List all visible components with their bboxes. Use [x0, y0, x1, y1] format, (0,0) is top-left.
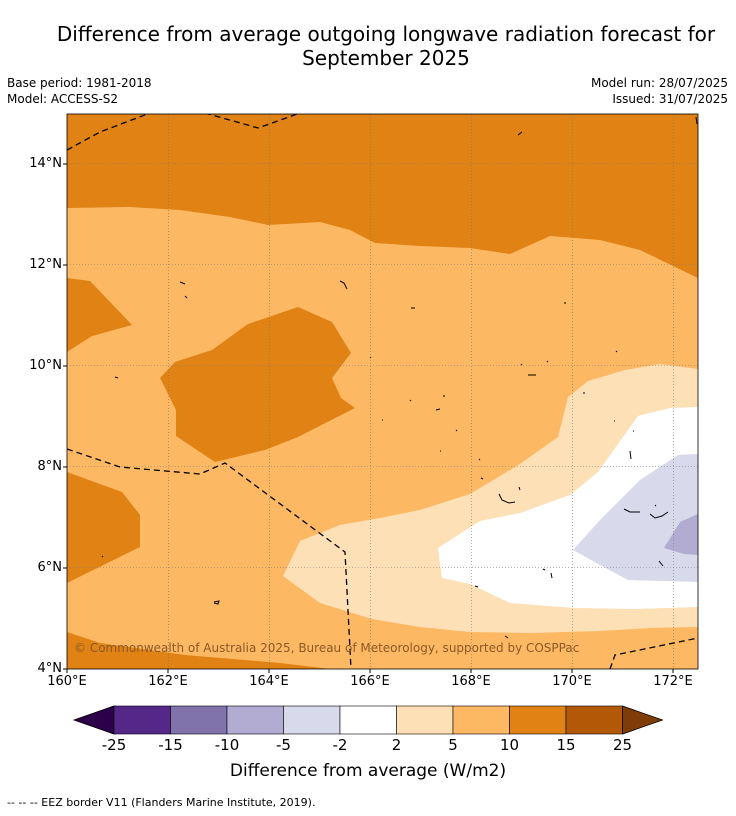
- colorbar-swatch: [396, 705, 454, 735]
- field-10-15-west-upper: [67, 278, 132, 352]
- lon-tick-label: 168°E: [451, 674, 491, 689]
- colorbar-tick-label: -5: [276, 736, 291, 754]
- lon-tick-label: 160°E: [47, 674, 87, 689]
- field-neg2-neg5: [573, 454, 698, 582]
- axis-ticks: [63, 163, 674, 673]
- lat-tick-label: 12°N: [29, 257, 62, 272]
- colorbar-tick-label: 5: [448, 736, 458, 754]
- field-10-15-north: [67, 114, 698, 278]
- lon-tick-label: 170°E: [552, 674, 592, 689]
- colorbar: [72, 705, 664, 735]
- model-run: Model run: 28/07/2025: [590, 76, 728, 90]
- colorbar-swatch: [113, 705, 171, 735]
- meta-right: Model run: 28/07/2025 Issued: 31/07/2025: [591, 75, 728, 107]
- eez-borders: [67, 114, 698, 669]
- field-10-15-west-lower: [67, 472, 140, 583]
- chart-title: Difference from average outgoing longwav…: [0, 22, 736, 70]
- colorbar-tick-label: 25: [612, 736, 633, 754]
- colorbar-min-extension: [72, 705, 115, 735]
- colorbar-swatch: [339, 705, 397, 735]
- field-10-15-south: [67, 632, 330, 669]
- lat-tick-label: 8°N: [37, 459, 63, 474]
- colorbar-tick-label: -2: [332, 736, 348, 754]
- colorbar-tick-label: -10: [214, 736, 240, 754]
- eez-footnote: -- -- -- EEZ border V11 (Flanders Marine…: [7, 796, 316, 809]
- colorbar-tick-label: 10: [499, 736, 520, 754]
- copyright-notice: © Commonwealth of Australia 2025, Bureau…: [74, 641, 580, 655]
- field-10-15-central: [160, 307, 355, 462]
- map-plot-area: [67, 114, 698, 669]
- lat-tick-label: 4°N: [37, 661, 63, 676]
- issued-date: Issued: 31/07/2025: [612, 92, 728, 106]
- lon-tick-label: 172°E: [653, 674, 693, 689]
- colorbar-swatch: [509, 705, 567, 735]
- colorbar-swatch: [452, 705, 510, 735]
- map-frame: [66, 113, 699, 670]
- colorbar-title: Difference from average (W/m2): [229, 761, 507, 781]
- colorbar-swatch: [170, 705, 228, 735]
- colorbar-tick-label: 2: [391, 736, 402, 754]
- lat-tick-label: 6°N: [37, 560, 63, 575]
- colorbar-swatch: [565, 705, 623, 735]
- lat-tick-label: 10°N: [29, 358, 62, 373]
- field-neg5-neg10: [664, 514, 698, 555]
- title-line-2: September 2025: [302, 46, 470, 70]
- title-line-1: Difference from average outgoing longwav…: [56, 22, 716, 46]
- model-name: Model: ACCESS-S2: [7, 92, 119, 106]
- colorbar-swatch: [226, 705, 284, 735]
- colorbar-tick-label: -25: [101, 736, 127, 754]
- base-period: Base period: 1981-2018: [7, 76, 152, 90]
- lon-tick-label: 164°E: [249, 674, 289, 689]
- colorbar-swatch: [283, 705, 341, 735]
- colorbar-max-extension: [622, 705, 664, 735]
- lon-tick-label: 162°E: [148, 674, 188, 689]
- colorbar-tick-label: -15: [158, 736, 183, 754]
- meta-left: Base period: 1981-2018 Model: ACCESS-S2: [7, 75, 152, 107]
- gridlines: [67, 114, 698, 669]
- colorbar-tick-label: 15: [556, 736, 576, 754]
- lon-tick-label: 166°E: [350, 674, 390, 689]
- lat-tick-label: 14°N: [29, 156, 62, 171]
- islands: [101, 116, 698, 639]
